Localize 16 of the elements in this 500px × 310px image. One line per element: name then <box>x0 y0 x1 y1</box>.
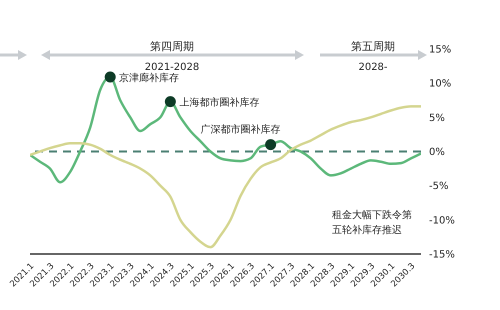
y-tick-label: -15% <box>429 250 455 261</box>
y-tick-label: 15% <box>429 44 452 56</box>
annotation: 京津廊补库存 <box>119 72 180 84</box>
line-series <box>30 105 421 248</box>
annotation: 第四周期 <box>150 40 194 53</box>
y-tick-label: 0% <box>429 147 445 158</box>
annotation: 2028- <box>358 62 388 73</box>
y-tick-label: -10% <box>429 215 455 226</box>
annotation: 2021-2028 <box>144 62 200 73</box>
annotation: 租金大幅下跌令第五轮补库存推迟 <box>332 208 413 238</box>
y-tick-label: 5% <box>429 112 445 124</box>
y-tick-label: 10% <box>429 78 452 90</box>
y-tick-label: -5% <box>429 181 448 192</box>
annotation: 广深都市圈补库存 <box>200 124 281 136</box>
annotation: 第五周期 <box>351 40 395 53</box>
annotation: 上海都市圈补库存 <box>179 96 260 109</box>
